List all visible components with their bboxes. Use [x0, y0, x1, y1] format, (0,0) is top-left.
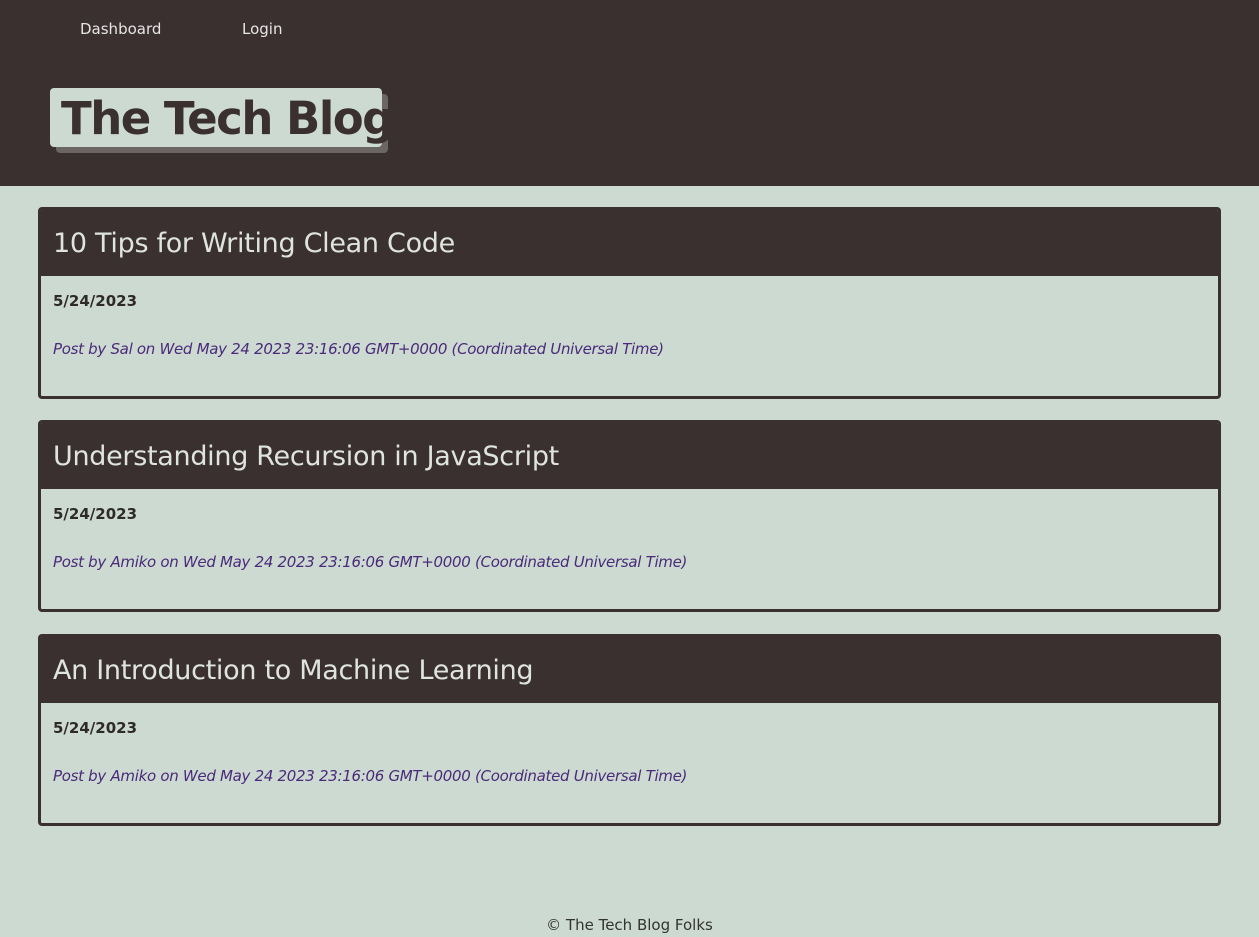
site-title[interactable]: The Tech Blog — [61, 92, 394, 145]
post-header: 10 Tips for Writing Clean Code — [41, 210, 1218, 276]
footer-copyright: © The Tech Blog Folks — [546, 916, 713, 934]
post-card[interactable]: An Introduction to Machine Learning 5/24… — [38, 634, 1221, 826]
post-header: Understanding Recursion in JavaScript — [41, 423, 1218, 489]
post-title[interactable]: 10 Tips for Writing Clean Code — [53, 228, 455, 259]
post-card[interactable]: 10 Tips for Writing Clean Code 5/24/2023… — [38, 207, 1221, 399]
post-card[interactable]: Understanding Recursion in JavaScript 5/… — [38, 420, 1221, 612]
post-header: An Introduction to Machine Learning — [41, 637, 1218, 703]
post-date: 5/24/2023 — [53, 292, 138, 310]
post-date: 5/24/2023 — [53, 719, 138, 737]
logo-box — [50, 88, 382, 147]
post-title[interactable]: An Introduction to Machine Learning — [53, 655, 534, 686]
post-meta: Post by Amiko on Wed May 24 2023 23:16:0… — [53, 767, 688, 785]
site-header: Dashboard Login The Tech Blog — [0, 0, 1259, 186]
post-meta: Post by Sal on Wed May 24 2023 23:16:06 … — [53, 340, 664, 358]
nav-login-link[interactable]: Login — [242, 20, 283, 38]
post-meta: Post by Amiko on Wed May 24 2023 23:16:0… — [53, 553, 688, 571]
post-title[interactable]: Understanding Recursion in JavaScript — [53, 441, 559, 472]
nav-dashboard-link[interactable]: Dashboard — [80, 20, 162, 38]
post-date: 5/24/2023 — [53, 505, 138, 523]
